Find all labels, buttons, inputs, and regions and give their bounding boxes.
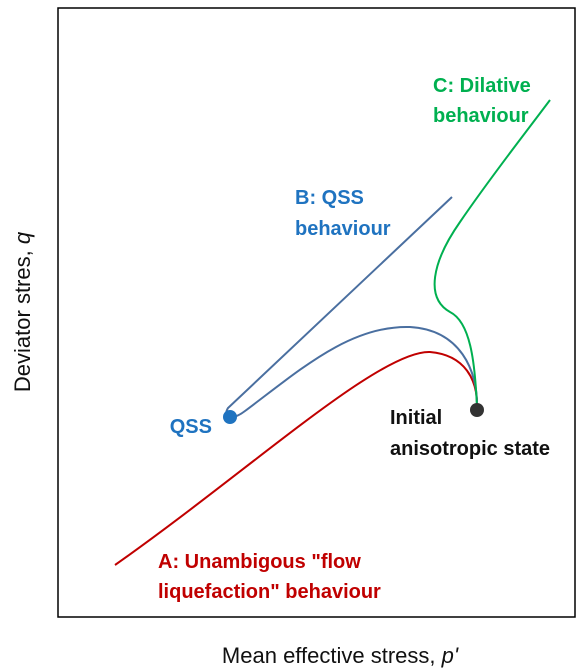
flow-curve [114, 350, 479, 566]
label: liquefaction" behaviour [158, 581, 381, 603]
label: Initial [390, 407, 442, 429]
label: behaviour [295, 218, 391, 240]
initial-point [470, 403, 484, 417]
label: behaviour [433, 105, 529, 127]
x-axis-text: Mean effective stress, [222, 643, 442, 668]
qss-point [223, 410, 237, 424]
x-axis-symbol: p' [441, 643, 459, 668]
label: A: Unambigous "flow [158, 551, 361, 573]
dilative-curve [433, 99, 551, 409]
y-axis-text: Deviator stres, [10, 244, 35, 392]
label: QSS [170, 416, 212, 438]
label: B: QSS [295, 187, 364, 209]
y-axis-label: Deviator stres, q [10, 231, 35, 392]
x-axis-label: Mean effective stress, p' [222, 643, 459, 668]
y-axis-symbol: q [10, 231, 35, 244]
frame [57, 7, 576, 618]
label: anisotropic state [390, 438, 550, 460]
label: C: Dilative [433, 75, 531, 97]
